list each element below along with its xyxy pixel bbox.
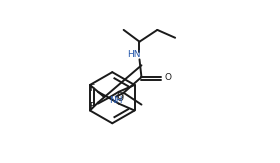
Text: F: F [89, 102, 95, 111]
Text: NH: NH [109, 96, 122, 105]
Text: HN: HN [127, 50, 140, 59]
Text: F: F [89, 84, 95, 93]
Text: O: O [116, 94, 123, 103]
Text: O: O [165, 73, 172, 82]
Text: O: O [116, 92, 123, 101]
